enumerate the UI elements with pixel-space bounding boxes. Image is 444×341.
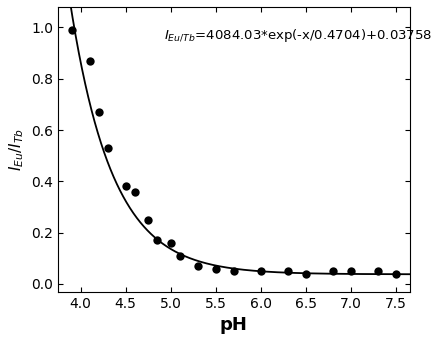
Text: $I_{Eu/Tb}$=4084.03*exp(-x/0.4704)+0.03758: $I_{Eu/Tb}$=4084.03*exp(-x/0.4704)+0.037… [163,27,432,44]
Point [131,189,138,194]
Point [95,109,102,115]
Point [154,238,161,243]
Point [145,217,152,223]
Point [348,268,355,274]
Point [258,268,265,274]
Point [122,184,129,189]
Point [167,240,174,246]
X-axis label: pH: pH [220,316,248,334]
Point [212,266,219,271]
Point [176,253,183,258]
Point [284,268,291,274]
Point [374,268,381,274]
Y-axis label: $I_{Eu}$/$I_{Tb}$: $I_{Eu}$/$I_{Tb}$ [7,128,26,171]
Point [104,145,111,151]
Point [194,263,201,269]
Point [68,27,75,33]
Point [329,268,337,274]
Point [230,268,238,274]
Point [302,271,309,277]
Point [86,58,93,63]
Point [392,271,400,277]
